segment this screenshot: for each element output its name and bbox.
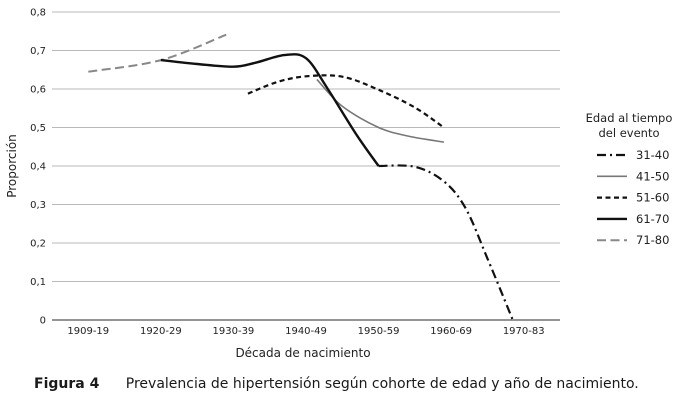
legend-label-51-60: 51-60 (636, 191, 669, 205)
legend-title-line2: del evento (598, 126, 659, 140)
series-line-71-80 (88, 33, 227, 73)
legend-title-line1: Edad al tiempo (586, 111, 673, 125)
y-tick-label: 0,7 (30, 46, 46, 57)
y-tick-label: 0,8 (30, 8, 46, 19)
legend-label-71-80: 71-80 (636, 233, 669, 247)
y-tick-label: 0,1 (30, 277, 46, 288)
y-axis-title: Proporción (5, 134, 19, 198)
x-tick-label: 1970-83 (503, 326, 545, 337)
legend-label-61-70: 61-70 (636, 212, 669, 226)
series-line-51-60 (247, 74, 445, 129)
x-tick-label: 1960-69 (430, 326, 472, 337)
legend-items: 31-40 41-50 51-60 61-70 71-80 (597, 148, 669, 247)
series-lines (88, 33, 514, 321)
x-tick-label: 1909-19 (67, 326, 109, 337)
series-line-61-70 (160, 53, 380, 167)
y-tick-label: 0,4 (30, 162, 46, 173)
x-tick-label: 1930-39 (213, 326, 255, 337)
y-tick-label: 0,3 (30, 200, 46, 211)
legend: Edad al tiempo del evento 31-40 41-50 51-6… (586, 111, 673, 247)
caption-label: Figura 4 (34, 376, 100, 392)
y-tick-label: 0,2 (30, 239, 46, 250)
caption-text: Prevalencia de hipertensión según cohort… (125, 376, 639, 392)
y-tick-label: 0,6 (30, 85, 46, 96)
legend-label-41-50: 41-50 (636, 169, 669, 183)
y-tick-label: 0 (40, 316, 46, 327)
x-axis-ticks: 1909-19 1920-29 1930-39 1940-49 1950-59 1960-… (67, 326, 544, 337)
series-line-31-40 (378, 164, 514, 321)
grid-lines (52, 11, 560, 321)
figure-caption: Figura 4 Prevalencia de hipertensión seg… (34, 376, 639, 392)
x-tick-label: 1920-29 (140, 326, 182, 337)
x-tick-label: 1940-49 (285, 326, 327, 337)
y-axis-ticks: 0 0,1 0,2 0,3 0,4 0,5 0,6 0,7 0,8 (30, 8, 46, 327)
y-tick-label: 0,5 (30, 123, 46, 134)
line-chart: 0 0,1 0,2 0,3 0,4 0,5 0,6 0,7 0,8 1909-19 1920-29… (5, 8, 673, 361)
legend-label-31-40: 31-40 (636, 148, 669, 162)
x-axis-title: Década de nacimiento (235, 346, 370, 360)
x-tick-label: 1950-59 (358, 326, 400, 337)
